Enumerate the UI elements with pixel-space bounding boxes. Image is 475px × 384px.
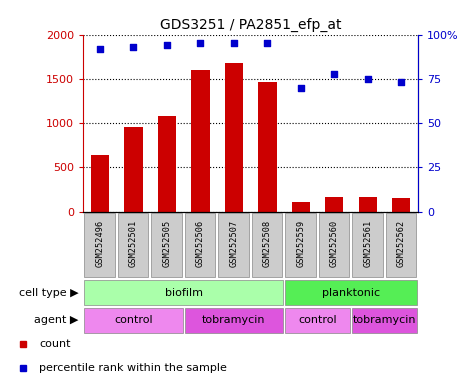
Text: GSM252562: GSM252562	[397, 220, 406, 268]
Point	[197, 40, 204, 46]
Bar	[185, 308, 283, 333]
Bar	[124, 127, 142, 212]
Bar	[325, 197, 343, 212]
Bar	[218, 213, 249, 277]
Text: control: control	[298, 315, 337, 325]
Text: count: count	[39, 339, 71, 349]
Bar	[258, 82, 276, 212]
Text: GSM252501: GSM252501	[129, 220, 138, 268]
Bar	[225, 63, 243, 212]
Text: cell type ▶: cell type ▶	[19, 288, 78, 298]
Text: GSM252507: GSM252507	[229, 220, 238, 268]
Point	[364, 76, 371, 82]
Text: planktonic: planktonic	[322, 288, 380, 298]
Bar	[151, 213, 182, 277]
Bar	[285, 213, 316, 277]
Text: GSM252508: GSM252508	[263, 220, 272, 268]
Bar	[292, 202, 310, 212]
Point	[130, 44, 137, 50]
Bar	[352, 308, 417, 333]
Bar	[191, 70, 209, 212]
Bar	[84, 213, 115, 277]
Point	[230, 40, 238, 46]
Bar	[158, 116, 176, 212]
Text: tobramycin: tobramycin	[353, 315, 416, 325]
Point	[264, 40, 271, 46]
Bar	[319, 213, 349, 277]
Text: GSM252496: GSM252496	[95, 220, 104, 268]
Text: GSM252559: GSM252559	[296, 220, 305, 268]
Bar	[118, 213, 148, 277]
Bar	[285, 280, 417, 305]
Bar	[386, 213, 416, 277]
Text: biofilm: biofilm	[165, 288, 203, 298]
Point	[96, 46, 104, 52]
Title: GDS3251 / PA2851_efp_at: GDS3251 / PA2851_efp_at	[160, 18, 342, 32]
Text: tobramycin: tobramycin	[202, 315, 266, 325]
Text: percentile rank within the sample: percentile rank within the sample	[39, 363, 227, 373]
Bar	[359, 197, 377, 212]
Bar	[285, 308, 350, 333]
Point	[331, 70, 338, 76]
Bar	[252, 213, 282, 277]
Bar	[392, 198, 410, 212]
Bar	[84, 280, 283, 305]
Point	[297, 84, 304, 91]
Bar	[185, 213, 215, 277]
Point	[163, 42, 171, 48]
Text: agent ▶: agent ▶	[34, 315, 78, 325]
Bar	[91, 155, 109, 212]
Bar	[352, 213, 383, 277]
Text: GSM252506: GSM252506	[196, 220, 205, 268]
Text: GSM252505: GSM252505	[162, 220, 171, 268]
Point	[398, 79, 405, 85]
Bar	[84, 308, 182, 333]
Text: GSM252560: GSM252560	[330, 220, 339, 268]
Text: control: control	[114, 315, 152, 325]
Text: GSM252561: GSM252561	[363, 220, 372, 268]
